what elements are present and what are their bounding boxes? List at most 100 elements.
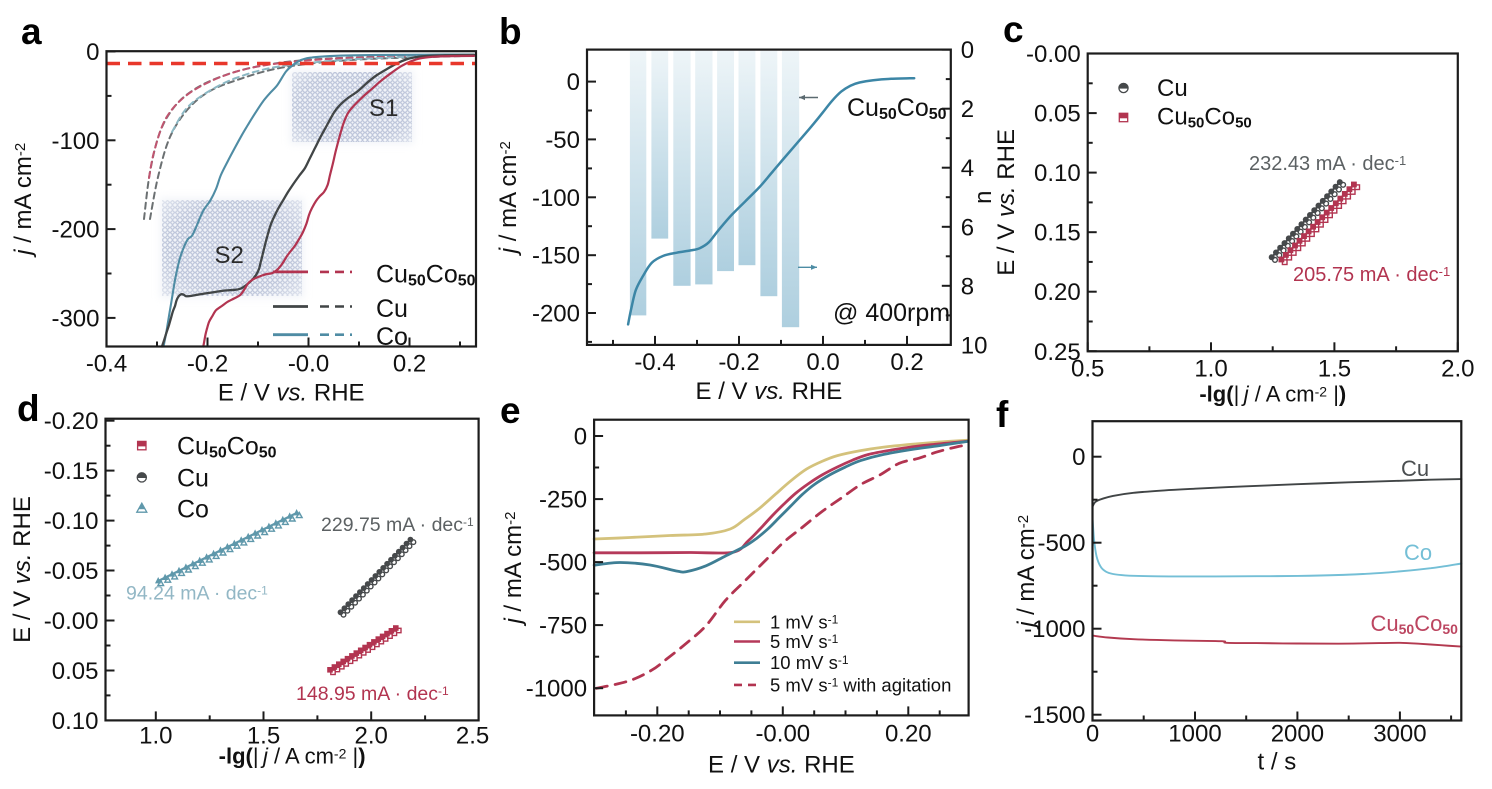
svg-text:S2: S2 xyxy=(215,242,244,269)
svg-text:1 mV s-1: 1 mV s-1 xyxy=(770,611,839,632)
svg-text:2.0: 2.0 xyxy=(355,722,388,749)
svg-text:Cu50Co50: Cu50Co50 xyxy=(177,433,277,462)
svg-text:0.05: 0.05 xyxy=(1034,101,1081,128)
svg-text:0: 0 xyxy=(86,39,99,66)
svg-text:-0.00: -0.00 xyxy=(44,608,99,635)
svg-text:0.5: 0.5 xyxy=(1071,355,1104,382)
svg-text:Cu: Cu xyxy=(1157,75,1188,102)
svg-text:S1: S1 xyxy=(369,95,398,122)
svg-text:-500: -500 xyxy=(1037,530,1085,557)
svg-text:-lg(| j / A cm-2 |): -lg(| j / A cm-2 |) xyxy=(1199,381,1346,406)
svg-text:0.10: 0.10 xyxy=(1034,160,1081,187)
svg-text:148.95 mA · dec-1: 148.95 mA · dec-1 xyxy=(296,683,449,705)
svg-text:c: c xyxy=(1003,9,1024,50)
svg-text:-200: -200 xyxy=(532,301,580,328)
svg-text:2.0: 2.0 xyxy=(1441,355,1474,382)
svg-text:-0.00: -0.00 xyxy=(755,720,810,747)
svg-text:-0.2: -0.2 xyxy=(187,351,228,378)
svg-text:229.75 mA · dec-1: 229.75 mA · dec-1 xyxy=(321,514,474,536)
svg-text:j / mA cm-2: j / mA cm-2 xyxy=(500,511,527,626)
svg-text:Cu50Co50: Cu50Co50 xyxy=(847,94,947,123)
svg-text:@ 400rpm: @ 400rpm xyxy=(833,299,950,327)
svg-text:j / mA cm-2: j / mA cm-2 xyxy=(1013,515,1040,630)
svg-text:-0.20: -0.20 xyxy=(630,720,685,747)
svg-text:0.25: 0.25 xyxy=(1034,339,1081,366)
svg-text:0.05: 0.05 xyxy=(52,658,99,685)
svg-text:3000: 3000 xyxy=(1373,721,1426,748)
svg-text:1.0: 1.0 xyxy=(139,722,172,749)
svg-text:0: 0 xyxy=(1072,444,1085,471)
svg-text:a: a xyxy=(21,11,42,52)
svg-text:-0.4: -0.4 xyxy=(86,351,127,378)
svg-text:1.5: 1.5 xyxy=(247,722,280,749)
svg-text:1000: 1000 xyxy=(1168,721,1221,748)
svg-text:205.75 mA · dec-1: 205.75 mA · dec-1 xyxy=(1293,264,1450,286)
svg-text:0: 0 xyxy=(567,69,580,96)
svg-text:6: 6 xyxy=(961,214,974,241)
svg-text:Cu50Co50: Cu50Co50 xyxy=(376,260,476,289)
svg-text:232.43 mA · dec-1: 232.43 mA · dec-1 xyxy=(1249,153,1406,175)
svg-text:0: 0 xyxy=(574,424,587,451)
svg-text:0.20: 0.20 xyxy=(885,720,932,747)
svg-text:e: e xyxy=(500,390,521,431)
svg-text:-750: -750 xyxy=(539,613,587,640)
svg-text:1.0: 1.0 xyxy=(1194,355,1227,382)
svg-text:Co: Co xyxy=(177,495,209,523)
svg-text:j / mA cm-2: j / mA cm-2 xyxy=(10,143,37,258)
svg-text:d: d xyxy=(17,388,40,429)
svg-text:t / s: t / s xyxy=(1258,749,1297,776)
svg-text:-0.0: -0.0 xyxy=(288,351,329,378)
svg-text:-250: -250 xyxy=(539,487,587,514)
svg-text:0.2: 0.2 xyxy=(890,349,923,376)
svg-text:94.24 mA · dec-1: 94.24 mA · dec-1 xyxy=(126,583,268,605)
svg-text:0: 0 xyxy=(961,37,974,64)
svg-text:-0.4: -0.4 xyxy=(634,349,675,376)
svg-text:-0.15: -0.15 xyxy=(44,458,99,485)
svg-text:-lg(| j / A cm-2 |): -lg(| j / A cm-2 |) xyxy=(219,743,366,768)
svg-text:-1000: -1000 xyxy=(526,676,587,703)
svg-text:5 mV s-1 with agitation: 5 mV s-1 with agitation xyxy=(770,674,951,695)
svg-text:-0.2: -0.2 xyxy=(718,349,759,376)
svg-text:Cu: Cu xyxy=(376,295,408,323)
svg-text:Cu50Co50: Cu50Co50 xyxy=(1371,611,1459,637)
svg-text:-100: -100 xyxy=(51,128,99,155)
svg-text:E / V vs. RHE: E / V vs. RHE xyxy=(9,496,36,643)
svg-text:8: 8 xyxy=(961,273,974,300)
svg-text:E / V vs. RHE: E / V vs. RHE xyxy=(218,380,365,407)
svg-text:j / mA cm-2: j / mA cm-2 xyxy=(495,141,522,256)
svg-text:Cu50Co50: Cu50Co50 xyxy=(1157,104,1252,132)
svg-text:-50: -50 xyxy=(545,127,580,154)
svg-text:0: 0 xyxy=(1086,721,1099,748)
svg-text:4: 4 xyxy=(961,155,974,182)
svg-text:Co: Co xyxy=(1404,540,1432,565)
svg-text:-200: -200 xyxy=(51,217,99,244)
svg-text:-300: -300 xyxy=(51,305,99,332)
svg-text:10 mV s-1: 10 mV s-1 xyxy=(770,652,849,673)
svg-text:Cu: Cu xyxy=(1401,456,1429,481)
svg-text:E / V vs. RHE: E / V vs. RHE xyxy=(993,129,1020,276)
svg-text:-0.05: -0.05 xyxy=(44,558,99,585)
svg-text:0.2: 0.2 xyxy=(393,351,426,378)
svg-text:-150: -150 xyxy=(532,243,580,270)
svg-text:10: 10 xyxy=(961,332,988,359)
svg-text:-1000: -1000 xyxy=(1024,616,1085,643)
svg-text:5 mV s-1: 5 mV s-1 xyxy=(770,631,839,652)
svg-text:-0.20: -0.20 xyxy=(44,408,99,435)
svg-text:-0.10: -0.10 xyxy=(44,508,99,535)
svg-text:2.5: 2.5 xyxy=(456,722,489,749)
svg-text:f: f xyxy=(996,394,1009,435)
svg-text:Cu: Cu xyxy=(177,464,209,492)
svg-text:0.10: 0.10 xyxy=(52,708,99,735)
svg-text:b: b xyxy=(499,11,522,52)
svg-text:-100: -100 xyxy=(532,185,580,212)
svg-text:-500: -500 xyxy=(539,550,587,577)
svg-text:0.15: 0.15 xyxy=(1034,220,1081,247)
svg-text:E / V vs. RHE: E / V vs. RHE xyxy=(708,751,855,778)
svg-text:2000: 2000 xyxy=(1271,721,1324,748)
svg-text:1.5: 1.5 xyxy=(1318,355,1351,382)
svg-text:0.0: 0.0 xyxy=(806,349,839,376)
svg-text:E / V vs. RHE: E / V vs. RHE xyxy=(696,378,843,405)
svg-text:-1500: -1500 xyxy=(1024,702,1085,729)
svg-text:n: n xyxy=(970,191,997,204)
svg-text:0.20: 0.20 xyxy=(1034,279,1081,306)
